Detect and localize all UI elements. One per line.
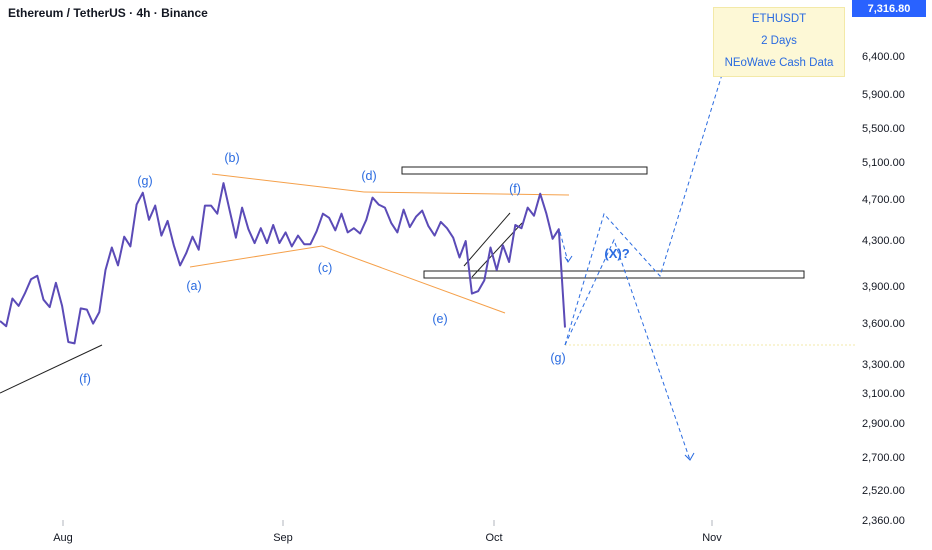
price-tag-box	[852, 0, 926, 17]
resistance-zone	[401, 166, 648, 175]
y-tick-label: 2,900.00	[862, 418, 905, 430]
y-tick-label: 2,700.00	[862, 452, 905, 464]
projection-bearish-path	[564, 238, 691, 461]
support-zone	[423, 270, 805, 279]
wedge-line-upper	[463, 212, 511, 267]
chart-title: Ethereum / TetherUS · 4h · Binance	[8, 6, 208, 20]
wave-label: (g)	[550, 351, 565, 365]
wave-label: (d)	[361, 169, 376, 183]
price-line	[0, 182, 566, 345]
info-box: ETHUSDT 2 Days NEoWave Cash Data	[713, 7, 845, 77]
x-tick-label: Aug	[53, 532, 73, 544]
y-tick-label: 3,100.00	[862, 388, 905, 400]
wave-label: (a)	[186, 279, 201, 293]
trendline-lower-right	[321, 245, 506, 314]
y-tick-label: 5,500.00	[862, 123, 905, 135]
wave-label: (X)?	[604, 246, 629, 261]
price-tag-label: 7,316.80	[868, 3, 911, 15]
y-tick-label: 6,400.00	[862, 51, 905, 63]
trendline-lower-left	[189, 245, 323, 268]
plot-area: (f) (g) (a) (b) (c) (d) (e) (f) (g) (X)?	[0, 40, 855, 461]
x-tick-label: Nov	[702, 532, 722, 544]
arrowhead-small	[564, 255, 573, 263]
arrowhead-down	[684, 452, 695, 461]
small-down-arrow	[559, 231, 569, 263]
wave-label: (e)	[432, 312, 447, 326]
wave-label: (f)	[79, 372, 91, 386]
y-tick-label: 2,360.00	[862, 515, 905, 527]
trendline-black-left	[0, 344, 103, 394]
time-axis[interactable]: Aug Sep Oct Nov	[53, 520, 722, 544]
y-tick-label: 3,300.00	[862, 359, 905, 371]
y-tick-label: 4,300.00	[862, 235, 905, 247]
y-tick-label: 5,100.00	[862, 157, 905, 169]
y-tick-label: 5,900.00	[862, 89, 905, 101]
x-tick-label: Oct	[485, 532, 502, 544]
info-source: NEoWave Cash Data	[724, 57, 834, 69]
wave-label: (b)	[224, 151, 239, 165]
y-tick-label: 4,700.00	[862, 194, 905, 206]
wave-label: (g)	[137, 174, 152, 188]
info-timeframe: 2 Days	[761, 35, 797, 47]
wave-label: (f)	[509, 182, 521, 196]
x-tick-label: Sep	[273, 532, 293, 544]
trendline-upper-right	[363, 191, 570, 196]
info-symbol: ETHUSDT	[751, 13, 807, 25]
y-tick-label: 3,600.00	[862, 318, 905, 330]
trendline-upper-left	[211, 173, 365, 193]
price-axis[interactable]: 6,400.00 5,900.00 5,500.00 5,100.00 4,700.00…	[852, 0, 926, 527]
y-tick-label: 3,900.00	[862, 281, 905, 293]
y-tick-label: 2,520.00	[862, 485, 905, 497]
projection-bullish-path	[564, 41, 733, 346]
wave-label: (c)	[318, 261, 333, 275]
